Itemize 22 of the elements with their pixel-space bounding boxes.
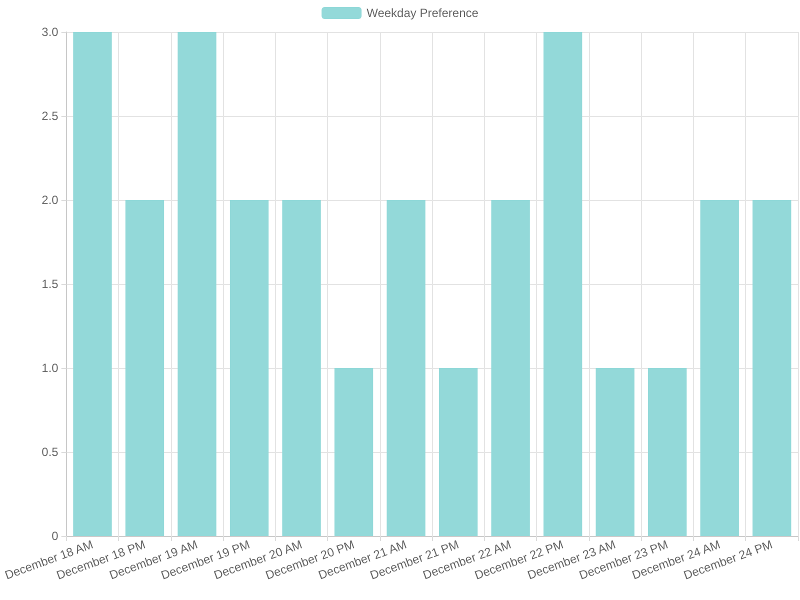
bar	[125, 200, 164, 536]
bar	[491, 200, 530, 536]
bar	[282, 200, 321, 536]
bar	[543, 32, 582, 536]
bar	[73, 32, 112, 536]
y-tick-label: 2.5	[42, 109, 59, 123]
y-tick-label: 1.5	[42, 277, 59, 291]
bar	[386, 200, 426, 536]
y-tick-label: 0	[52, 529, 59, 543]
y-tick-label: 2.0	[42, 193, 59, 207]
bar	[178, 32, 216, 536]
bar	[648, 368, 687, 536]
bar	[700, 200, 739, 536]
y-tick-label: 0.5	[42, 445, 59, 459]
bar	[438, 368, 478, 536]
bar	[596, 368, 634, 536]
bar	[334, 368, 374, 536]
y-tick-label: 1.0	[42, 361, 59, 375]
bar	[230, 200, 269, 536]
y-tick-label: 3.0	[42, 25, 59, 39]
bar	[752, 200, 792, 536]
legend-label: Weekday Preference	[366, 6, 479, 20]
